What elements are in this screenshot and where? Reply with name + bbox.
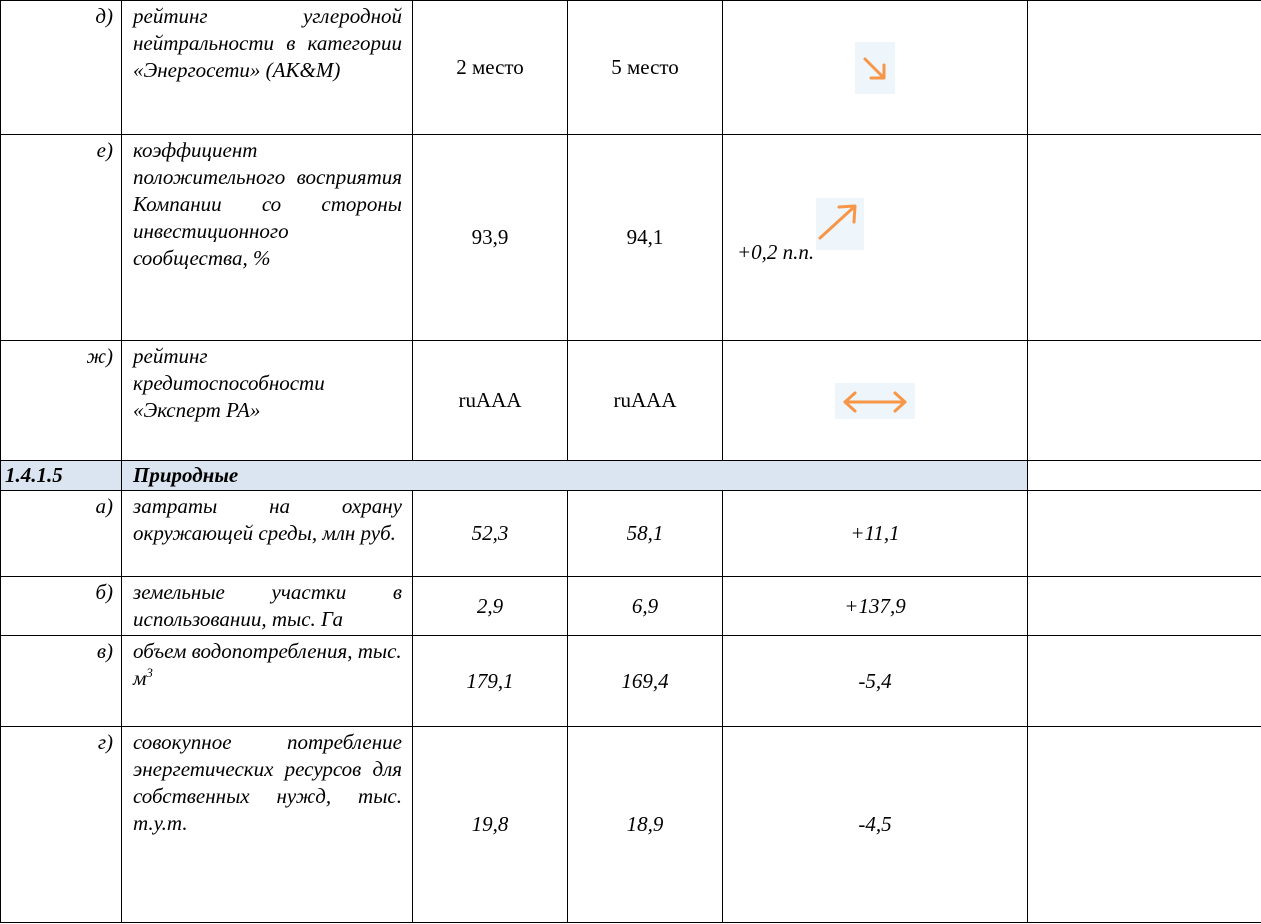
empty-cell xyxy=(1027,490,1261,577)
unit-superscript: 3 xyxy=(146,665,153,680)
row-number: в) xyxy=(0,635,122,727)
empty-cell xyxy=(1027,340,1261,461)
empty-cell xyxy=(1027,0,1261,135)
prev-value: 52,3 xyxy=(412,490,568,577)
section-code: 1.4.1.5 xyxy=(0,460,122,491)
curr-value: 18,9 xyxy=(567,726,723,923)
empty-cell xyxy=(1027,635,1261,727)
change-value: +11,1 xyxy=(722,490,1028,577)
table-row: г) совокупное потребление энергетических… xyxy=(0,726,1261,923)
table-row: ж) рейтинг кредитоспособности «Эксперт Р… xyxy=(0,340,1261,461)
table-row: б) земельные участки в использовании, ты… xyxy=(0,576,1261,636)
curr-value: 94,1 xyxy=(567,134,723,341)
table-row: е) коэффициент положительного восприятия… xyxy=(0,134,1261,341)
curr-value: 58,1 xyxy=(567,490,723,577)
prev-value: 19,8 xyxy=(412,726,568,923)
arrow-left-right-icon xyxy=(835,382,915,419)
curr-value: 5 место xyxy=(567,0,723,135)
curr-value: 6,9 xyxy=(567,576,723,636)
empty-cell xyxy=(1027,576,1261,636)
change-cell xyxy=(722,0,1028,135)
prev-value: ruAAA xyxy=(412,340,568,461)
change-cell xyxy=(722,340,1028,461)
row-number: ж) xyxy=(0,340,122,461)
row-number: а) xyxy=(0,490,122,577)
change-value: +0,2 п.п. xyxy=(737,240,815,264)
change-cell: +0,2 п.п. xyxy=(722,134,1028,341)
indicator-description: рейтинг углеродной нейтральности в катег… xyxy=(121,0,413,135)
prev-value: 2 место xyxy=(412,0,568,135)
row-number: б) xyxy=(0,576,122,636)
empty-cell xyxy=(1027,460,1261,491)
row-number: е) xyxy=(0,134,122,341)
change-value: -5,4 xyxy=(722,635,1028,727)
curr-value: 169,4 xyxy=(567,635,723,727)
empty-cell xyxy=(1027,134,1261,341)
indicator-description: коэффициент положительного восприятия Ко… xyxy=(121,134,413,341)
row-number: г) xyxy=(0,726,122,923)
section-title: Природные xyxy=(121,460,1028,491)
change-value: +137,9 xyxy=(722,576,1028,636)
row-number: д) xyxy=(0,0,122,135)
table-row: в) объем водопотребления, тыс. м3 179,1 … xyxy=(0,635,1261,727)
arrow-up-right-icon xyxy=(814,197,865,250)
prev-value: 2,9 xyxy=(412,576,568,636)
curr-value: ruAAA xyxy=(567,340,723,461)
table-row: д) рейтинг углеродной нейтральности в ка… xyxy=(0,0,1261,135)
arrow-down-right-icon xyxy=(855,41,895,94)
table-row: а) затраты на охрану окружающей среды, м… xyxy=(0,490,1261,577)
prev-value: 179,1 xyxy=(412,635,568,727)
empty-cell xyxy=(1027,726,1261,923)
description-text: объем водопотребления, тыс. м xyxy=(133,639,402,690)
indicator-description: затраты на охрану окружающей среды, млн … xyxy=(121,490,413,577)
indicator-description: рейтинг кредитоспособности «Эксперт РА» xyxy=(121,340,413,461)
indicator-description: объем водопотребления, тыс. м3 xyxy=(121,635,413,727)
prev-value: 93,9 xyxy=(412,134,568,341)
section-header-row: 1.4.1.5 Природные xyxy=(0,460,1261,491)
change-value: -4,5 xyxy=(722,726,1028,923)
indicator-description: земельные участки в использовании, тыс. … xyxy=(121,576,413,636)
indicator-description: совокупное потребление энергетических ре… xyxy=(121,726,413,923)
